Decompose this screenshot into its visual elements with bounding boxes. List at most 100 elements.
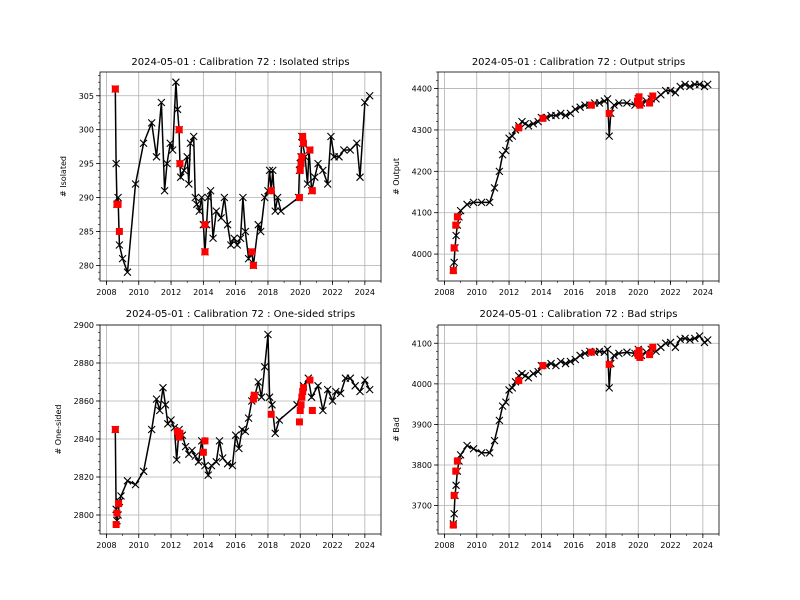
- data-point-cross: [123, 268, 132, 277]
- data-point-cross: [276, 207, 285, 215]
- chart-title: 2024-05-01 : Calibration 72 : Isolated s…: [131, 57, 349, 68]
- x-tick-label: 2010: [129, 541, 149, 550]
- highlight-point: [112, 521, 120, 528]
- data-point-cross: [163, 159, 171, 168]
- highlight-point: [299, 139, 307, 147]
- data-point-cross: [456, 450, 465, 459]
- data-point-cross: [323, 180, 332, 188]
- data-point-cross: [180, 166, 188, 175]
- data-point-cross: [181, 442, 190, 451]
- data-point-cross: [212, 457, 221, 466]
- data-point-cross: [703, 80, 712, 89]
- data-point-cross: [268, 400, 276, 409]
- data-point-cross: [508, 384, 517, 392]
- data-point-cross: [112, 159, 121, 168]
- highlight-point: [176, 429, 184, 437]
- highlight-point: [649, 343, 657, 351]
- chart-title: 2024-05-01 : Calibration 72 : One-sided …: [126, 309, 355, 320]
- y-tick-label: 290: [79, 194, 94, 203]
- data-point-cross: [336, 389, 345, 398]
- data-point-cross: [365, 385, 374, 394]
- data-point-cross: [485, 198, 494, 207]
- x-tick-label: 2024: [355, 541, 375, 550]
- data-point-cross: [157, 98, 166, 107]
- x-tick-label: 2018: [596, 288, 616, 297]
- highlight-point: [587, 101, 595, 109]
- data-point-cross: [495, 416, 504, 425]
- data-point-cross: [115, 241, 124, 249]
- highlight-point: [539, 114, 547, 122]
- data-point-cross: [139, 139, 148, 148]
- x-tick-label: 2010: [129, 288, 149, 297]
- data-point-cross: [469, 444, 478, 453]
- highlight-point: [201, 248, 209, 256]
- data-point-cross: [495, 167, 504, 176]
- data-point-cross: [264, 330, 272, 339]
- data-point-cross: [118, 254, 127, 263]
- chart-isolated-strips: 2024-05-01 : Calibration 72 : Isolated s…: [59, 57, 382, 297]
- data-point-cross: [265, 393, 274, 402]
- y-tick-label: 2800: [74, 511, 94, 520]
- data-point-cross: [160, 186, 169, 195]
- data-point-cross: [656, 343, 665, 352]
- highlight-point: [308, 407, 316, 414]
- y-tick-label: 4200: [412, 167, 432, 176]
- y-tick-label: 300: [79, 126, 94, 135]
- highlight-point: [176, 160, 184, 168]
- data-point-cross: [147, 425, 156, 434]
- highlight-point: [111, 426, 119, 433]
- data-point-cross: [176, 173, 185, 182]
- data-point-cross: [351, 381, 360, 390]
- data-point-cross: [695, 80, 704, 89]
- data-point-cross: [159, 383, 167, 392]
- x-tick-label: 2024: [355, 288, 375, 297]
- data-point-cross: [603, 345, 612, 354]
- x-tick-label: 2022: [322, 288, 342, 297]
- data-point-cross: [186, 139, 195, 148]
- series-line: [114, 82, 371, 273]
- highlight-point: [636, 101, 644, 109]
- data-point-cross: [703, 336, 712, 344]
- plot-frame: [99, 71, 382, 282]
- x-tick-label: 2012: [499, 541, 519, 550]
- x-tick-label: 2020: [628, 541, 648, 550]
- data-point-cross: [209, 234, 217, 243]
- data-point-cross: [463, 200, 471, 209]
- data-point-cross: [223, 220, 232, 229]
- highlight-point: [635, 93, 643, 101]
- data-point-cross: [556, 109, 565, 118]
- data-point-cross: [681, 80, 689, 89]
- data-point-cross: [265, 166, 274, 175]
- highlight-point: [201, 221, 209, 229]
- y-tick-label: 2820: [74, 473, 94, 482]
- highlight-point: [299, 384, 307, 392]
- data-point-cross: [614, 99, 623, 107]
- highlight-point: [452, 221, 460, 229]
- y-axis-label: # Bad: [392, 417, 401, 442]
- data-point-cross: [239, 193, 247, 202]
- data-point-cross: [508, 132, 517, 141]
- y-tick-label: 280: [79, 261, 94, 270]
- data-point-cross: [123, 476, 132, 485]
- data-point-cross: [595, 99, 604, 107]
- highlight-point: [605, 360, 613, 368]
- y-tick-label: 3900: [412, 420, 432, 429]
- data-point-cross: [183, 152, 192, 161]
- highlight-point: [299, 132, 307, 140]
- data-point-cross: [195, 207, 204, 215]
- data-point-cross: [228, 461, 237, 470]
- data-point-cross: [303, 180, 312, 188]
- data-point-cross: [223, 459, 232, 468]
- data-point-cross: [477, 448, 486, 457]
- data-point-cross: [131, 480, 140, 489]
- data-point-cross: [260, 362, 269, 371]
- highlight-point: [297, 401, 305, 409]
- x-tick-label: 2022: [660, 541, 680, 550]
- y-tick-label: 4000: [412, 250, 432, 259]
- data-point-cross: [452, 481, 460, 490]
- highlight-point: [646, 99, 654, 107]
- data-point-cross: [469, 198, 478, 207]
- y-tick-label: 305: [79, 92, 94, 101]
- x-tick-label: 2016: [563, 288, 583, 297]
- data-point-cross: [552, 111, 560, 120]
